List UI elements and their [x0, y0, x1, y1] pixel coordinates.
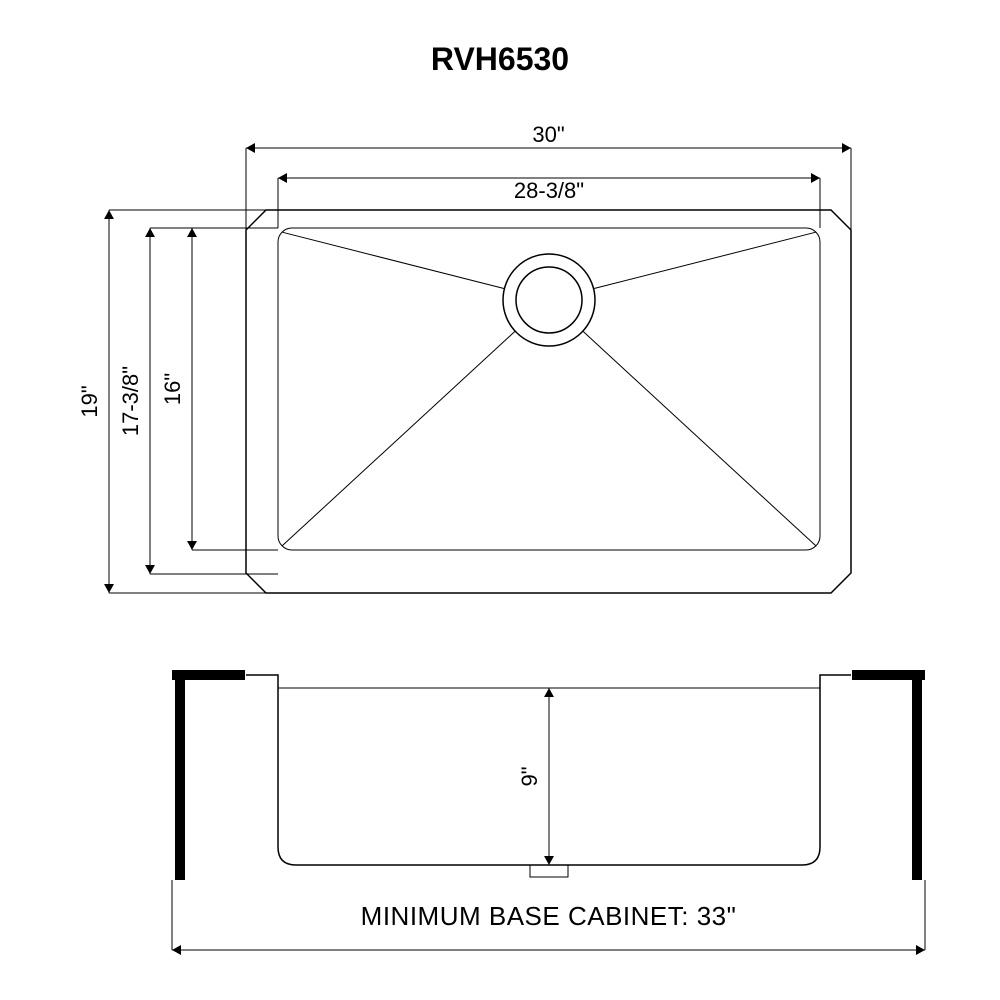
- dim-depth-label: 9": [517, 766, 542, 786]
- drain-inner-ring: [516, 267, 582, 333]
- dim-inner-height-2-label: 16": [160, 373, 185, 405]
- fold-line: [282, 331, 515, 546]
- countertop-right: [852, 670, 925, 680]
- countertop-left: [172, 670, 245, 680]
- dim-inner-height-1: [145, 228, 155, 574]
- dim-bowl-width-label: 28-3/8": [514, 178, 584, 203]
- side-view: 9" MINIMUM BASE CABINET: 33": [172, 670, 925, 955]
- drain-stub: [530, 865, 568, 877]
- base-cabinet-label: MINIMUM BASE CABINET: 33": [361, 901, 737, 931]
- dim-overall-width-label: 30": [532, 122, 564, 147]
- sink-inner-bowl: [278, 228, 820, 550]
- fold-line: [282, 232, 504, 288]
- drain-outer-ring: [503, 254, 595, 346]
- fold-line: [583, 331, 816, 546]
- dim-inner-height-2: [187, 228, 197, 550]
- model-number: RVH6530: [431, 41, 569, 77]
- dim-overall-height: [104, 210, 114, 593]
- fold-line: [594, 232, 816, 288]
- dimension-drawing: RVH6530 30" 28-3/8" 19" 17-3/8": [0, 0, 1000, 1000]
- dim-inner-height-1-label: 17-3/8": [118, 366, 143, 436]
- dim-overall-height-label: 19": [77, 385, 102, 417]
- dim-depth: [544, 688, 554, 865]
- top-view: 30" 28-3/8" 19" 17-3/8" 16": [77, 122, 851, 593]
